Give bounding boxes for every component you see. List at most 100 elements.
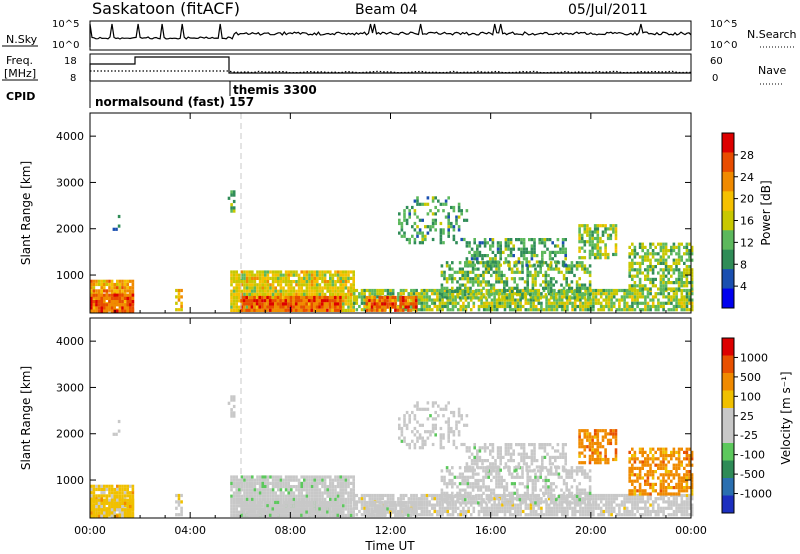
velocity-cell (493, 500, 496, 504)
power-cell (100, 282, 103, 287)
velocity-cell (292, 500, 295, 505)
velocity-cell (331, 497, 335, 501)
velocity-cell (451, 485, 454, 489)
velocity-cell (287, 494, 290, 498)
velocity-cell (436, 497, 439, 501)
power-cell (336, 292, 340, 296)
power-cell (495, 289, 498, 294)
power-cell (326, 305, 329, 309)
power-cell (638, 284, 642, 288)
velocity-cell (667, 503, 671, 507)
power-cell (411, 225, 414, 229)
velocity-cell (318, 475, 322, 479)
power-cell (438, 301, 442, 305)
power-cell (563, 308, 567, 312)
power-cell (464, 293, 467, 297)
power-cell (654, 295, 658, 299)
power-cell (424, 234, 427, 238)
velocity-cell (469, 497, 473, 501)
power-cell (302, 299, 306, 303)
velocity-cell (245, 481, 249, 485)
power-cell (625, 295, 629, 299)
power-cell (651, 249, 655, 253)
velocity-cell (300, 504, 303, 508)
velocity-cell (263, 504, 267, 508)
velocity-cell (571, 506, 574, 510)
velocity-cell (479, 488, 483, 492)
power-cell (638, 268, 642, 272)
power-cell (117, 214, 121, 219)
power-cell (450, 225, 453, 229)
velocity-cell (334, 488, 337, 492)
power-cell (638, 308, 642, 312)
power-cell (551, 241, 554, 245)
power-cell (484, 264, 488, 268)
velocity-cell (129, 498, 132, 502)
power-cell (477, 296, 480, 300)
power-cell (235, 286, 238, 290)
velocity-cell (375, 513, 379, 517)
power-cell (478, 241, 482, 245)
power-cell (667, 281, 670, 285)
velocity-cell (540, 506, 543, 510)
power-cell (360, 295, 364, 299)
velocity-cell (302, 510, 306, 514)
velocity-cell (282, 491, 285, 495)
power-cell (255, 308, 259, 312)
power-cell (580, 236, 584, 241)
velocity-cell (129, 505, 132, 509)
power-cell (92, 305, 96, 309)
power-cell (456, 308, 460, 312)
power-cell (576, 295, 580, 299)
power-cell (483, 241, 487, 245)
velocity-cell (644, 500, 647, 504)
power-cell (407, 299, 410, 303)
velocity-cell (105, 494, 109, 498)
power-cell (300, 302, 303, 306)
power-cell (271, 308, 275, 312)
power-cell (489, 238, 492, 242)
velocity-cell (618, 493, 621, 498)
velocity-cell (290, 478, 293, 482)
power-cell (436, 292, 439, 296)
velocity-cell (279, 481, 283, 485)
power-cell (540, 292, 543, 296)
freq-tick-bottom: 8 (70, 73, 76, 84)
velocity-cell (484, 488, 488, 492)
power-cell (180, 295, 183, 299)
velocity-cell (685, 513, 689, 517)
velocity-cell (368, 497, 372, 501)
power-cell (421, 237, 424, 242)
power-cell (633, 295, 637, 299)
velocity-cell (651, 506, 655, 510)
power-cell (482, 286, 485, 290)
velocity-cell (349, 504, 353, 508)
power-cell (310, 295, 314, 300)
power-cell (546, 247, 549, 251)
power-cell (410, 288, 413, 293)
velocity-cell (484, 466, 488, 470)
power-cell (274, 292, 277, 296)
power-cell (389, 288, 392, 293)
power-cell (240, 289, 244, 293)
power-cell (552, 277, 555, 281)
power-cell (305, 305, 308, 309)
power-cell (321, 289, 324, 293)
power-colorbar-label: Power [dB] (759, 180, 773, 245)
power-cell (437, 209, 440, 213)
velocity-cell (618, 503, 621, 507)
velocity-cell (584, 493, 587, 498)
power-cell (672, 268, 676, 272)
power-cell (553, 298, 556, 302)
velocity-cell (230, 481, 233, 485)
velocity-cell (292, 507, 295, 511)
power-cell (516, 283, 519, 287)
velocity-cell (253, 504, 256, 508)
power-cell (570, 267, 574, 271)
power-cell (605, 298, 608, 302)
power-cell (685, 295, 689, 299)
velocity-cell (425, 506, 429, 510)
velocity-cell (303, 485, 306, 489)
power-cell (534, 277, 537, 281)
power-cell (628, 261, 631, 265)
